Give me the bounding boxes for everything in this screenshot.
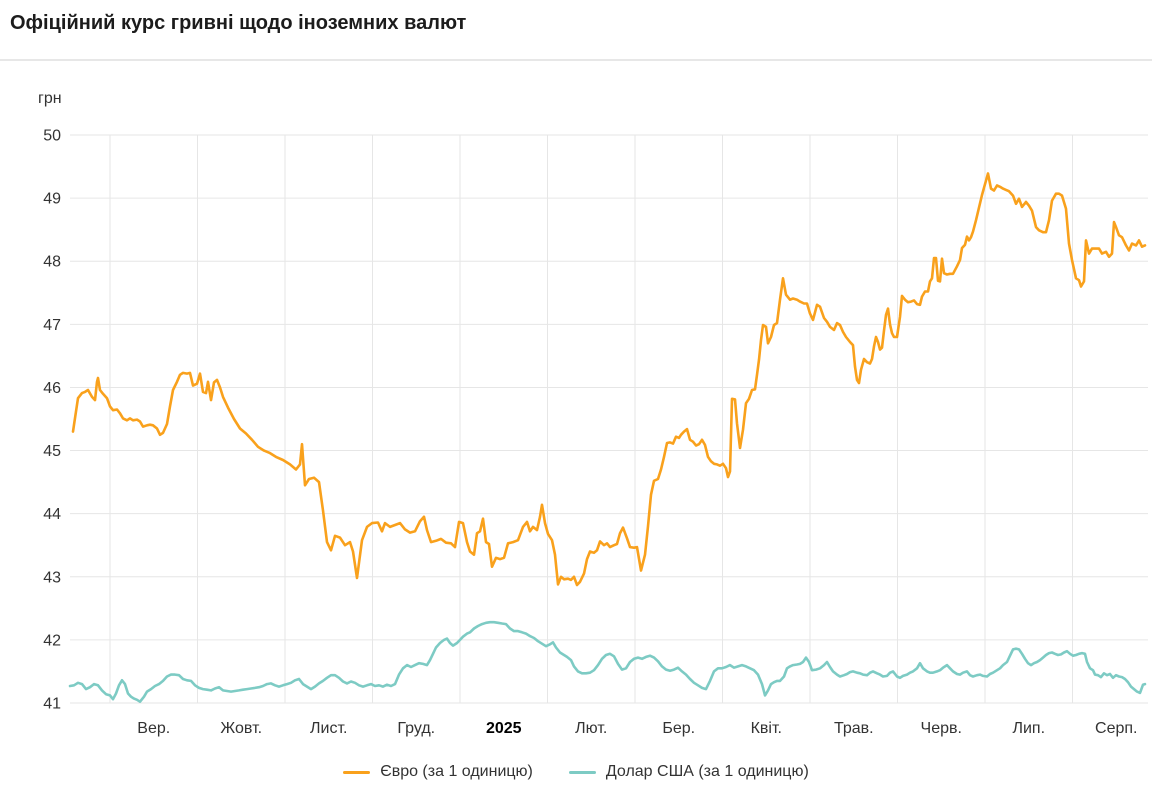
page-title: Офіційний курс гривні щодо іноземних вал… — [10, 12, 467, 34]
y-tick-label: 45 — [43, 443, 61, 460]
legend-label-usd: Долар США (за 1 одиницю) — [605, 763, 809, 780]
legend-label-euro: Євро (за 1 одиницю) — [380, 763, 533, 780]
chart-legend: Євро (за 1 одиницю) Долар США (за 1 один… — [0, 763, 1152, 781]
x-tick-label: Лист. — [310, 720, 347, 737]
x-tick-label: Серп. — [1095, 720, 1137, 737]
x-tick-label: Трав. — [834, 720, 874, 737]
x-tick-label: Груд. — [397, 720, 435, 737]
y-tick-label: 44 — [43, 506, 61, 523]
usd-line-swatch-icon — [568, 770, 596, 774]
y-tick-label: 47 — [43, 317, 61, 334]
y-tick-label: 41 — [43, 696, 61, 713]
y-tick-label: 48 — [43, 254, 61, 271]
y-axis-unit-label: грн — [38, 90, 62, 107]
y-tick-label: 42 — [43, 632, 61, 649]
y-tick-label: 46 — [43, 380, 61, 397]
x-tick-label: Квіт. — [751, 720, 782, 737]
euro-line[interactable] — [71, 172, 1147, 587]
title-divider — [0, 59, 1152, 61]
y-tick-label: 43 — [43, 569, 61, 586]
x-tick-label: 2025 — [486, 720, 522, 737]
y-tick-label: 50 — [43, 128, 61, 145]
euro-line-swatch-icon — [343, 770, 371, 774]
usd-line[interactable] — [68, 620, 1147, 703]
exchange-rate-chart[interactable]: 50 49 48 47 46 45 44 43 42 41 Вер. Жовт. Лист. Груд. 2… — [0, 0, 1152, 760]
x-tick-label: Лют. — [575, 720, 607, 737]
x-tick-label: Лип. — [1012, 720, 1045, 737]
x-tick-label: Бер. — [662, 720, 695, 737]
x-tick-label: Вер. — [137, 720, 170, 737]
y-tick-label: 49 — [43, 191, 61, 208]
x-tick-label: Черв. — [921, 720, 962, 737]
legend-item-euro[interactable]: Євро (за 1 одиницю) — [343, 763, 533, 781]
legend-item-usd[interactable]: Долар США (за 1 одиницю) — [568, 763, 809, 781]
x-tick-label: Жовт. — [220, 720, 262, 737]
